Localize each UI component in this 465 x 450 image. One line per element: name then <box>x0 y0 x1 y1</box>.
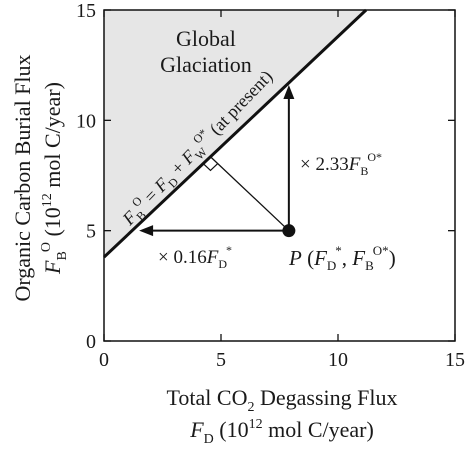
arrow-up-head <box>283 85 295 100</box>
right-angle-marker <box>202 163 219 172</box>
boundary-line <box>102 8 368 259</box>
perpendicular-line <box>210 156 290 232</box>
point-label: P (FD*, FBO*) <box>288 243 396 273</box>
x-tick-label: 0 <box>99 349 109 371</box>
y-axis-label-line2: FBO (1012 mol C/year) <box>39 82 70 275</box>
x-axis-label-line2: FD (1012 mol C/year) <box>189 417 374 447</box>
arrow-left-head <box>139 225 154 237</box>
x-tick-label: 5 <box>216 349 226 371</box>
x-tick-label: 15 <box>445 349 465 371</box>
y-tick-label: 15 <box>76 0 96 22</box>
plot-frame <box>103 9 456 342</box>
y-tick-label: 0 <box>86 331 96 353</box>
x-tick-label: 10 <box>328 349 348 371</box>
x-axis-label-line1: Total CO2 Degassing Flux <box>167 385 398 415</box>
arrow-left-label: × 0.16FD* <box>158 243 232 271</box>
region-label-line2: Glaciation <box>160 52 252 77</box>
y-axis-label-line1: Organic Carbon Burial Flux <box>10 54 35 301</box>
arrow-up-label: × 2.33FBO* <box>300 150 382 178</box>
tick-labels: 0 5 10 15 0 5 10 15 <box>76 0 465 371</box>
point-p <box>282 224 296 238</box>
y-tick-label: 5 <box>86 221 96 243</box>
region-label-line1: Global <box>176 26 236 51</box>
tick-marks <box>103 9 456 342</box>
y-tick-label: 10 <box>76 110 96 132</box>
